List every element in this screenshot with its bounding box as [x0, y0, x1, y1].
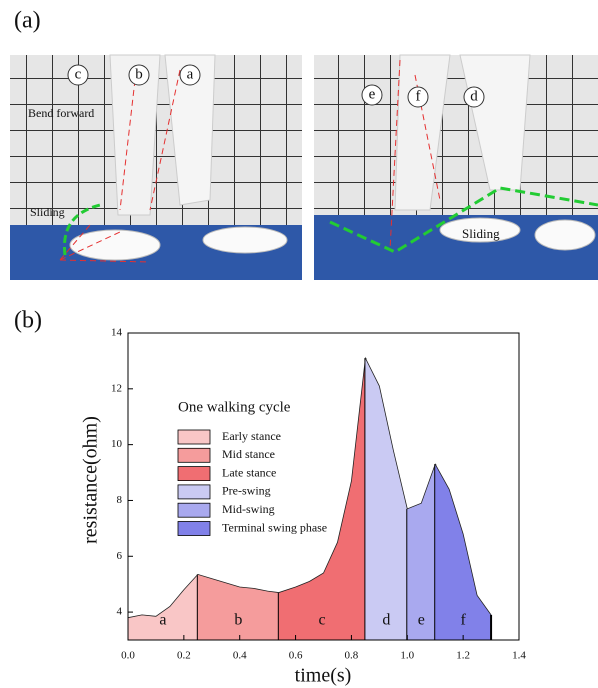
- legend-label: Mid-swing: [222, 502, 275, 516]
- panel-label: (b): [14, 308, 42, 334]
- y-tick-label: 10: [111, 438, 123, 450]
- phase-label: f: [460, 612, 466, 629]
- photo-note: Sliding: [462, 226, 500, 241]
- right-photo: e f d Sliding: [314, 55, 598, 280]
- x-tick-label: 0.4: [233, 650, 247, 662]
- phase-label: c: [319, 612, 326, 629]
- phase-label: d: [382, 612, 390, 629]
- legend-label: Terminal swing phase: [222, 520, 327, 534]
- legend-title: One walking cycle: [178, 399, 291, 415]
- y-tick-label: 12: [111, 382, 122, 394]
- legend-swatch: [178, 430, 210, 444]
- x-tick-label: 1.4: [512, 650, 526, 662]
- y-tick-label: 8: [117, 494, 123, 506]
- phase-area: [279, 358, 366, 640]
- photo-marker: b: [135, 66, 143, 82]
- y-tick-label: 6: [117, 550, 123, 562]
- legend-swatch: [178, 448, 210, 462]
- legend-label: Pre-swing: [222, 484, 271, 498]
- left-photo: c b a Bend forward Sliding: [10, 55, 302, 280]
- x-tick-label: 0.8: [345, 650, 359, 662]
- photo-marker: a: [187, 66, 194, 82]
- photo-note: Sliding: [30, 205, 65, 219]
- y-tick-label: 4: [117, 606, 123, 618]
- x-tick-label: 0.0: [121, 650, 135, 662]
- y-tick-label: 14: [111, 327, 123, 339]
- legend-swatch: [178, 485, 210, 499]
- x-tick-label: 0.2: [177, 650, 191, 662]
- x-axis-label: time(s): [295, 665, 352, 687]
- photo-marker: d: [470, 88, 478, 104]
- phase-label: b: [234, 612, 242, 629]
- panel-label: (a): [14, 8, 41, 34]
- phase-area: [198, 574, 279, 640]
- photo-note: Bend forward: [28, 106, 94, 120]
- photo-marker: c: [75, 66, 82, 82]
- legend-swatch: [178, 467, 210, 481]
- x-tick-label: 1.0: [400, 650, 414, 662]
- legend-label: Mid stance: [222, 447, 275, 461]
- legend-swatch: [178, 503, 210, 517]
- photo-marker: f: [416, 88, 421, 104]
- phase-label: a: [159, 612, 166, 629]
- y-axis-label: resistance(ohm): [80, 416, 102, 544]
- phase-label: e: [418, 612, 425, 629]
- x-tick-label: 1.2: [456, 650, 470, 662]
- phase-area: [365, 358, 407, 640]
- figure: (a) c b a Bend forward Sliding e f d Sli: [0, 0, 598, 688]
- photo-marker: e: [369, 86, 376, 102]
- x-tick-label: 0.6: [289, 650, 303, 662]
- phase-area: [128, 574, 198, 640]
- legend-label: Early stance: [222, 429, 281, 443]
- legend-label: Late stance: [222, 465, 276, 479]
- legend-swatch: [178, 522, 210, 536]
